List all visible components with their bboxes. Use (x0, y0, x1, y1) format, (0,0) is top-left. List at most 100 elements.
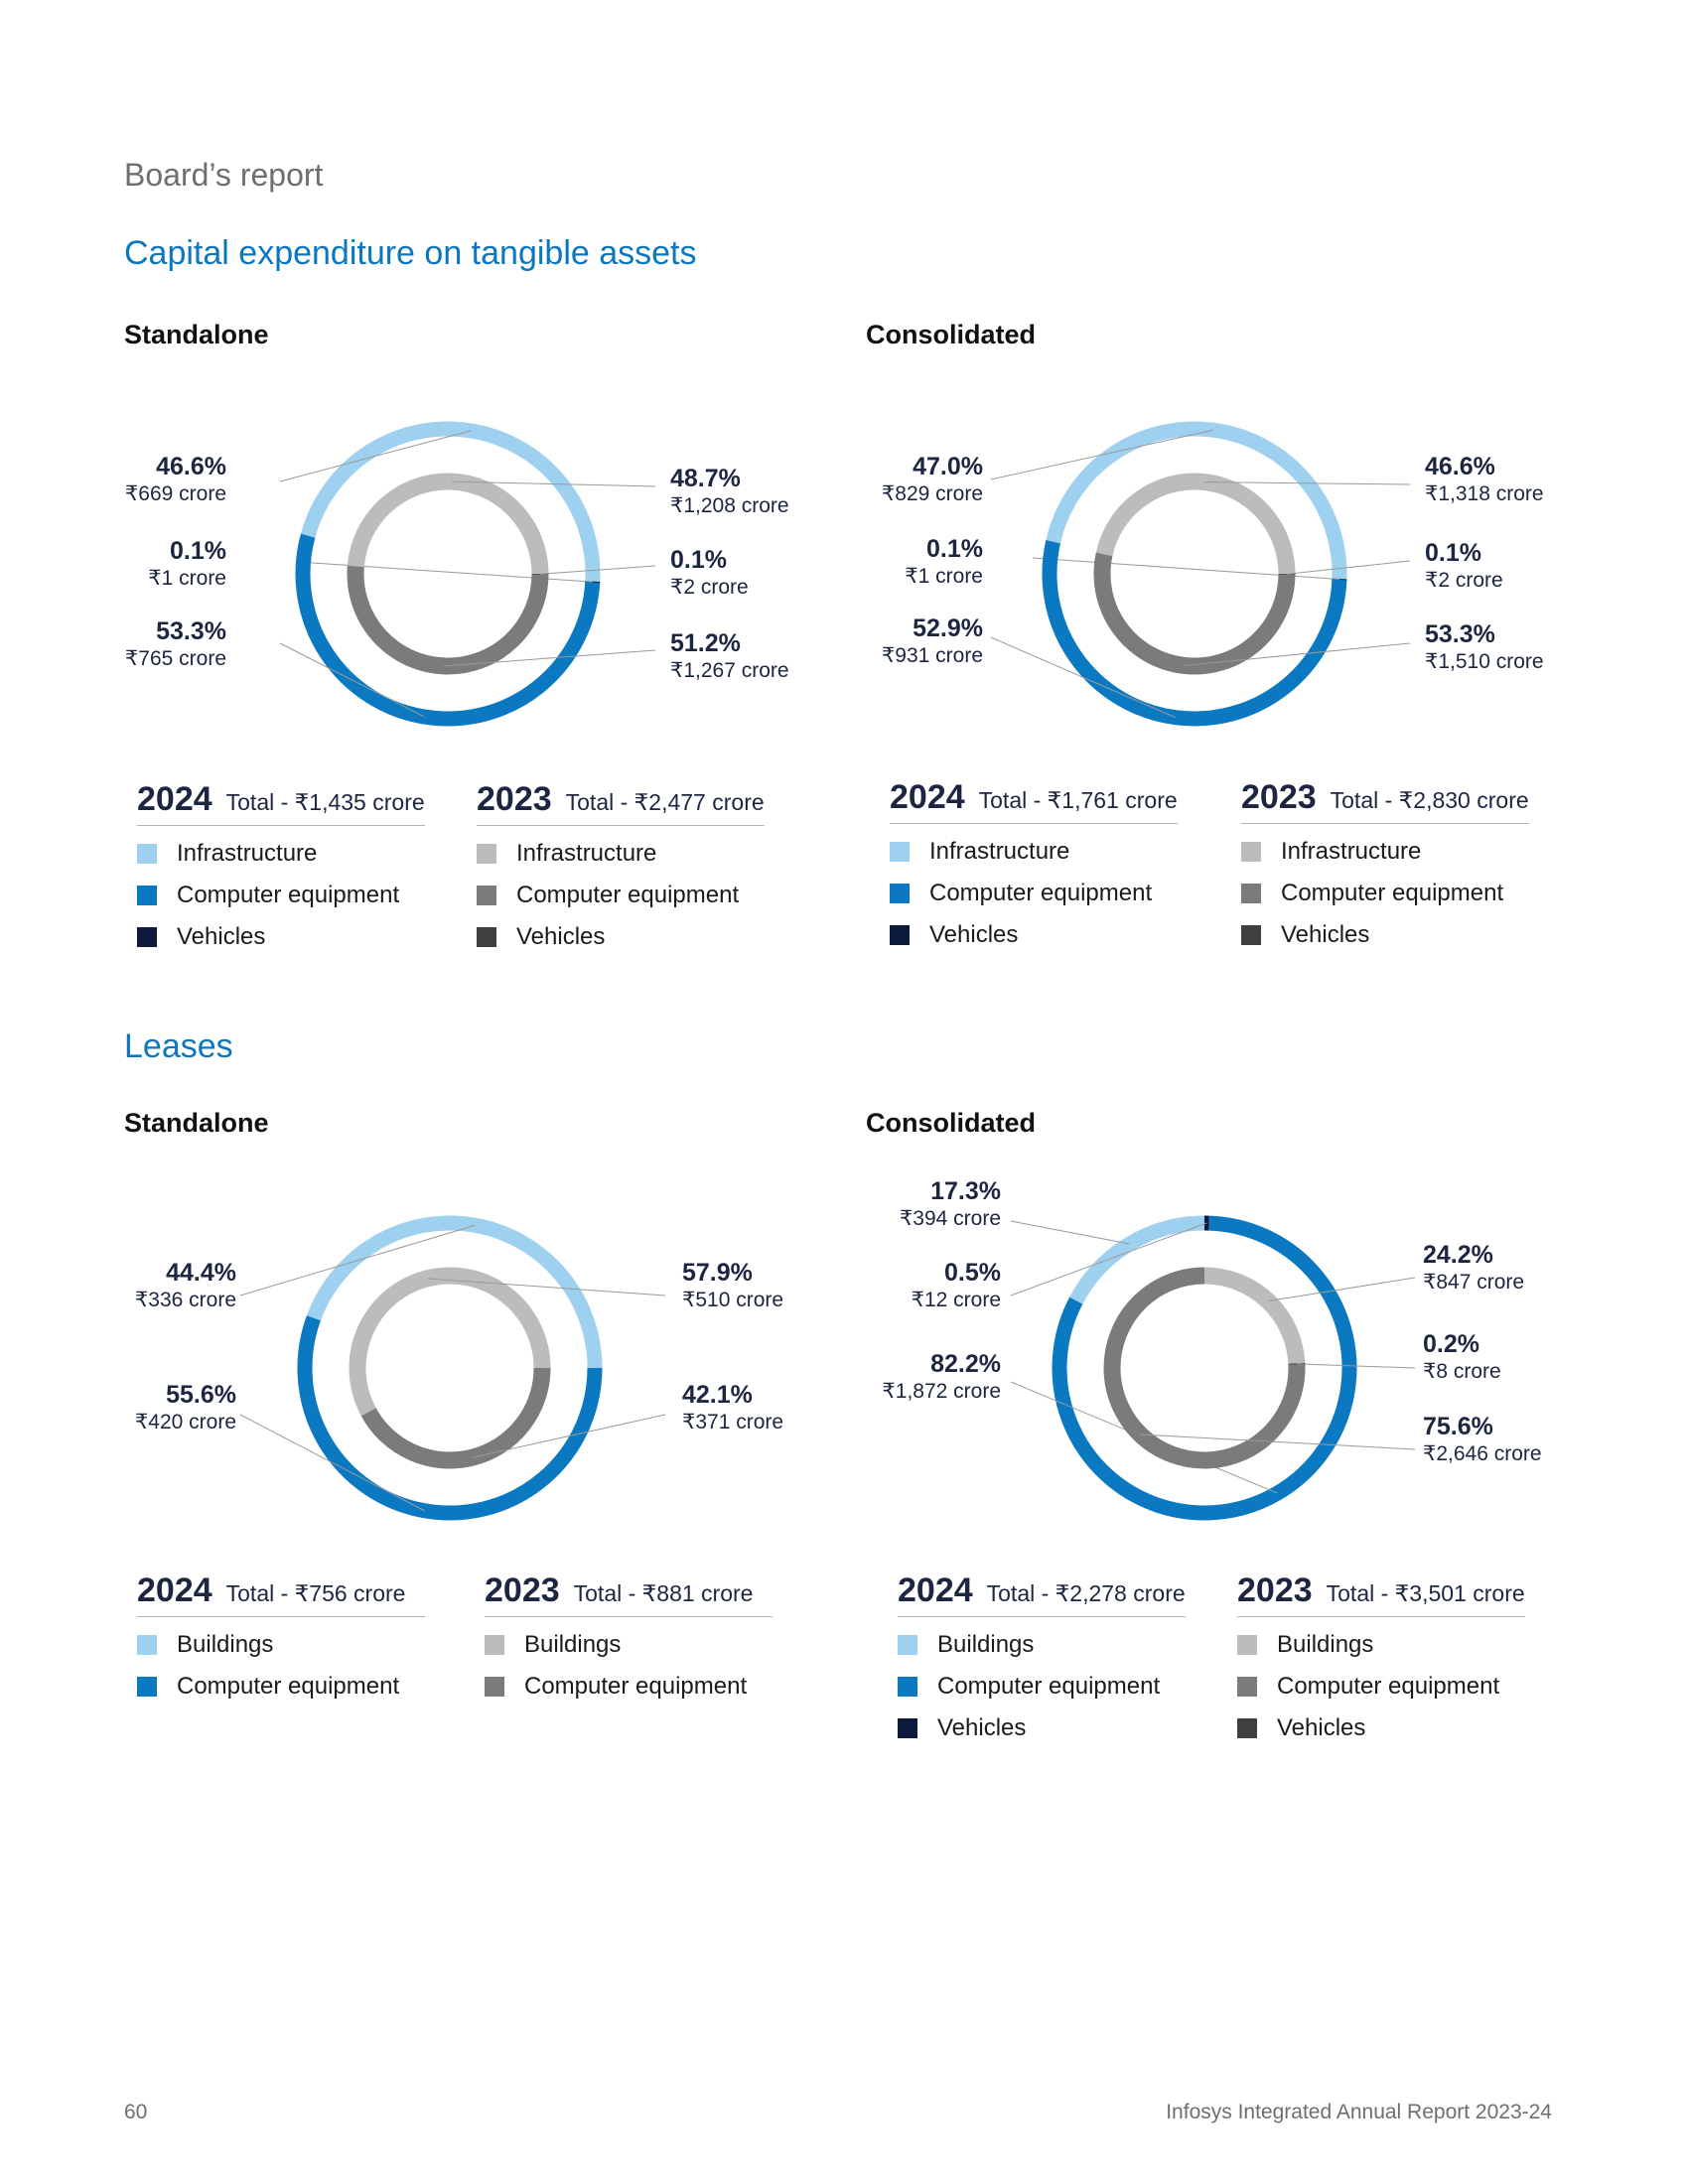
label-pct: 46.6% (156, 453, 226, 480)
legend-year: 2023 (1241, 778, 1317, 816)
legend-swatch (890, 884, 910, 903)
legend-item: Vehicles (1237, 1714, 1525, 1742)
capex_consolidated-2023-leader-2 (1184, 642, 1411, 666)
label-pct: 0.1% (1425, 539, 1481, 567)
capex_consolidated-2024-slice-computer-equipment (1042, 540, 1347, 727)
leases-co-2024-buildings-label: 17.3% ₹394 crore (874, 1177, 1001, 1230)
label-amount: ₹420 crore (134, 1411, 236, 1433)
breadcrumb: Board’s report (124, 157, 324, 193)
label-amount: ₹1,208 crore (670, 494, 789, 517)
section-title-leases: Leases (124, 1027, 233, 1065)
leases-sa-2024-buildings-label: 44.4% ₹336 crore (119, 1261, 236, 1311)
legend-label: Vehicles (516, 923, 606, 950)
legend-swatch (1241, 925, 1261, 945)
legend-total: Total - ₹2,278 crore (986, 1580, 1186, 1606)
leases-co-2023-slice-buildings (1203, 1267, 1306, 1364)
capex-co-legend-2023: 2023 Total - ₹2,830 crore Infrastructure … (1241, 778, 1529, 949)
label-amount: ₹1,267 crore (670, 659, 789, 682)
legend-label: Vehicles (1281, 921, 1370, 948)
legend-total: Total - ₹1,435 crore (225, 789, 425, 815)
label-pct: 0.1% (926, 535, 983, 563)
capex_consolidated-2023-slice-computer-equipment (1093, 552, 1296, 675)
legend-year: 2024 (898, 1571, 973, 1609)
legend-header: 2024 Total - ₹756 crore (137, 1571, 425, 1617)
legend-swatch (898, 1718, 917, 1738)
legend-header: 2023 Total - ₹2,830 crore (1241, 778, 1529, 824)
leases-sa-2023-computer-label: 42.1% ₹371 crore (682, 1383, 831, 1433)
label-amount: ₹336 crore (134, 1289, 236, 1311)
label-pct: 0.2% (1423, 1330, 1479, 1358)
legend-swatch (1237, 1718, 1257, 1738)
legend-swatch (1237, 1635, 1257, 1655)
leases-sa-legend-2024: 2024 Total - ₹756 crore Buildings Compute… (137, 1571, 425, 1701)
capex-co-2023-infra-label: 46.6% ₹1,318 crore (1425, 453, 1574, 505)
legend-item: Buildings (898, 1631, 1186, 1659)
legend-item: Computer equipment (1241, 880, 1529, 907)
legend-label: Computer equipment (516, 882, 740, 908)
legend-swatch (477, 844, 496, 864)
legend-swatch (890, 925, 910, 945)
legend-total: Total - ₹756 crore (225, 1580, 406, 1606)
label-amount: ₹1,872 crore (882, 1380, 1001, 1403)
leases-co-2023-leader-1 (1296, 1363, 1416, 1369)
legend-label: Computer equipment (1281, 880, 1504, 906)
label-pct: 46.6% (1425, 453, 1495, 480)
legend-label: Infrastructure (177, 840, 318, 867)
leases-co-2024-slice-buildings (1069, 1215, 1205, 1304)
legend-item: Computer equipment (898, 1673, 1186, 1701)
label-amount: ₹765 crore (124, 647, 226, 670)
leases-co-2024-slice-computer-equipment (1052, 1215, 1357, 1521)
legend-swatch (477, 927, 496, 947)
legend-item: Computer equipment (137, 882, 425, 909)
capex_consolidated-2024-slice-infrastructure (1046, 421, 1347, 580)
report-title: Infosys Integrated Annual Report 2023-24 (1166, 2101, 1552, 2123)
capex_standalone-2023-leader-0 (451, 480, 656, 487)
legend-header: 2024 Total - ₹1,435 crore (137, 780, 425, 826)
leases-co-2023-leader-2 (1140, 1433, 1416, 1450)
legend-swatch (890, 842, 910, 862)
legend-label: Vehicles (1277, 1714, 1366, 1741)
legend-item: Infrastructure (1241, 838, 1529, 866)
legend-label: Buildings (1277, 1631, 1374, 1658)
legend-item: Vehicles (477, 923, 765, 951)
label-amount: ₹2,646 crore (1423, 1442, 1542, 1465)
legend-total: Total - ₹1,761 crore (978, 787, 1178, 813)
section-title-capex: Capital expenditure on tangible assets (124, 234, 697, 272)
legend-item: Vehicles (1241, 921, 1529, 949)
capex-sa-2024-infra-label: 46.6% ₹669 crore (119, 453, 226, 505)
capex-co-2023-computer-label: 53.3% ₹1,510 crore (1425, 622, 1574, 673)
leases-co-2023-slice-computer-equipment (1103, 1267, 1306, 1469)
legend-item: Computer equipment (137, 1673, 425, 1701)
leases-co-2024-leader-1 (1010, 1222, 1207, 1297)
legend-item: Infrastructure (137, 840, 425, 868)
legend-label: Infrastructure (929, 838, 1070, 865)
capex-co-2023-vehicles-label: 0.1% ₹2 crore (1425, 539, 1574, 592)
capex-co-2024-computer-label: 52.9% ₹931 crore (874, 614, 983, 667)
legend-swatch (1241, 884, 1261, 903)
capex_consolidated-2024-leader-1 (1032, 557, 1339, 581)
label-pct: 53.3% (156, 617, 226, 645)
legend-swatch (898, 1635, 917, 1655)
leases-standalone-heading: Standalone (124, 1108, 269, 1138)
capex_standalone-2024-slice-computer-equipment (295, 533, 601, 727)
capex-sa-legend-2023: 2023 Total - ₹2,477 crore Infrastructure … (477, 780, 765, 951)
label-amount: ₹1 crore (905, 565, 983, 588)
label-pct: 0.5% (944, 1259, 1001, 1287)
legend-year: 2023 (485, 1571, 560, 1609)
leases-co-2023-vehicles-label: 0.2% ₹8 crore (1423, 1330, 1572, 1383)
label-amount: ₹12 crore (911, 1289, 1001, 1311)
legend-label: Infrastructure (516, 840, 657, 867)
capex-sa-2024-computer-label: 53.3% ₹765 crore (119, 617, 226, 670)
capex_standalone-2024-leader-0 (279, 430, 472, 482)
label-amount: ₹8 crore (1423, 1360, 1501, 1383)
legend-header: 2024 Total - ₹2,278 crore (898, 1571, 1186, 1617)
legend-item: Infrastructure (890, 838, 1178, 866)
legend-label: Buildings (524, 1631, 622, 1658)
legend-swatch (137, 1635, 157, 1655)
capex_standalone-2023-leader-1 (539, 565, 656, 575)
legend-swatch (137, 886, 157, 905)
label-pct: 17.3% (930, 1177, 1001, 1205)
legend-swatch (137, 927, 157, 947)
leases-sa-legend-2023: 2023 Total - ₹881 crore Buildings Compute… (485, 1571, 773, 1701)
label-pct: 52.9% (913, 614, 983, 642)
